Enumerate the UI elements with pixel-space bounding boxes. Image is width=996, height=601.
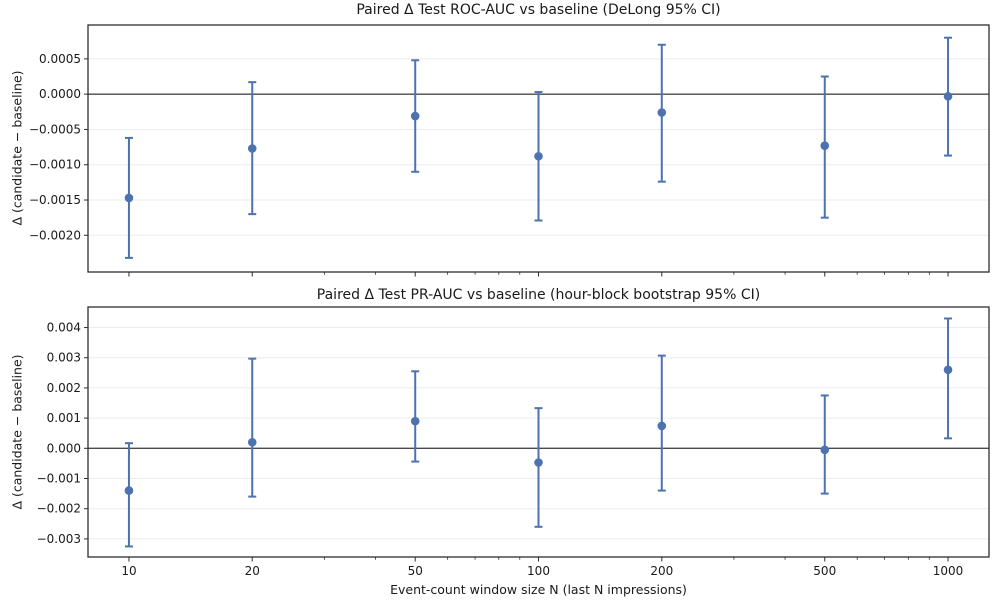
svg-text:0.000: 0.000 — [47, 441, 81, 455]
svg-text:100: 100 — [527, 564, 550, 578]
roc-chart-title: Paired Δ Test ROC-AUC vs baseline (DeLon… — [356, 2, 721, 18]
svg-text:−0.0005: −0.0005 — [29, 122, 81, 136]
pr-y-axis-label: Δ (candidate − baseline) — [9, 354, 25, 510]
svg-text:1000: 1000 — [933, 564, 964, 578]
svg-text:0.004: 0.004 — [47, 321, 81, 335]
svg-text:0.002: 0.002 — [47, 381, 81, 395]
svg-text:20: 20 — [245, 564, 260, 578]
roc-y-axis-label: Δ (candidate − baseline) — [9, 70, 25, 226]
svg-text:0.003: 0.003 — [47, 351, 81, 365]
svg-text:−0.0020: −0.0020 — [29, 228, 81, 242]
svg-text:−0.003: −0.003 — [37, 532, 81, 546]
svg-text:0.001: 0.001 — [47, 411, 81, 425]
svg-text:−0.002: −0.002 — [37, 502, 81, 516]
svg-text:−0.0010: −0.0010 — [29, 158, 81, 172]
svg-text:200: 200 — [650, 564, 673, 578]
pr-chart-title: Paired Δ Test PR-AUC vs baseline (hour-b… — [316, 287, 761, 303]
svg-text:50: 50 — [408, 564, 423, 578]
svg-text:−0.001: −0.001 — [37, 471, 81, 485]
svg-text:10: 10 — [121, 564, 136, 578]
svg-text:0.0000: 0.0000 — [39, 87, 81, 101]
svg-text:−0.0015: −0.0015 — [29, 193, 81, 207]
svg-text:500: 500 — [813, 564, 836, 578]
svg-text:0.0005: 0.0005 — [39, 52, 81, 66]
x-axis-label: Event-count window size N (last N impres… — [390, 582, 687, 597]
